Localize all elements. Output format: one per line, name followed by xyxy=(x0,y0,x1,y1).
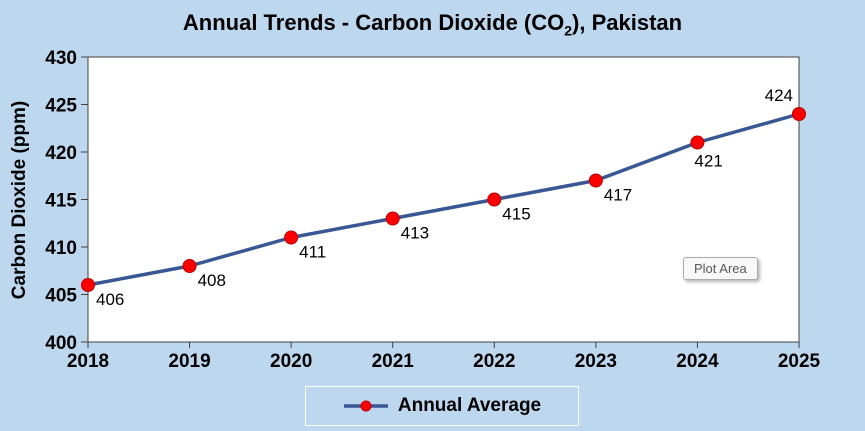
plot-area-tooltip: Plot Area xyxy=(683,257,758,280)
x-tick-label: 2022 xyxy=(473,351,515,372)
data-label: 417 xyxy=(604,186,632,205)
chart-title: Annual Trends - Carbon Dioxide (CO2), Pa… xyxy=(0,8,865,45)
x-tick-label: 2025 xyxy=(778,351,821,372)
y-tick-label: 425 xyxy=(45,96,77,117)
data-label: 411 xyxy=(299,243,326,262)
data-label: 408 xyxy=(198,271,226,290)
x-tick-label: 2021 xyxy=(372,351,415,372)
data-point-marker xyxy=(81,278,95,292)
y-tick-label: 410 xyxy=(45,238,77,259)
data-label: 406 xyxy=(96,290,124,309)
chart-title-suffix: ), Pakistan xyxy=(572,10,683,35)
data-point-marker xyxy=(690,135,705,150)
data-label: 413 xyxy=(401,224,429,243)
chart-title-text: Annual Trends - Carbon Dioxide (CO xyxy=(182,10,565,35)
x-tick-label: 2023 xyxy=(575,351,617,372)
data-point-marker xyxy=(588,173,603,188)
y-tick-label: 430 xyxy=(45,48,77,69)
x-tick-label: 2019 xyxy=(168,351,210,372)
data-point-marker xyxy=(487,192,502,207)
data-point-marker xyxy=(792,107,806,121)
y-tick-label: 400 xyxy=(45,333,77,354)
plot-area xyxy=(87,56,800,343)
data-label: 415 xyxy=(502,205,530,224)
y-tick-label: 420 xyxy=(45,143,77,164)
legend-label: Annual Average xyxy=(397,395,542,416)
y-tick-label: 405 xyxy=(45,286,77,307)
series-line xyxy=(87,112,800,287)
data-point-marker xyxy=(182,259,197,273)
x-tick-label: 2020 xyxy=(270,351,312,372)
x-tick-label: 2018 xyxy=(67,351,109,372)
legend-marker xyxy=(360,400,372,412)
data-label: 421 xyxy=(694,152,722,171)
data-point-marker xyxy=(385,211,400,226)
data-point-marker xyxy=(284,230,299,245)
data-label: 424 xyxy=(765,86,793,105)
legend-line-marker-icon xyxy=(343,400,388,412)
legend[interactable]: Annual Average xyxy=(305,386,579,426)
x-tick-label: 2024 xyxy=(676,351,719,372)
y-tick-label: 415 xyxy=(45,191,77,212)
chart-title-subscript: 2 xyxy=(564,22,573,39)
